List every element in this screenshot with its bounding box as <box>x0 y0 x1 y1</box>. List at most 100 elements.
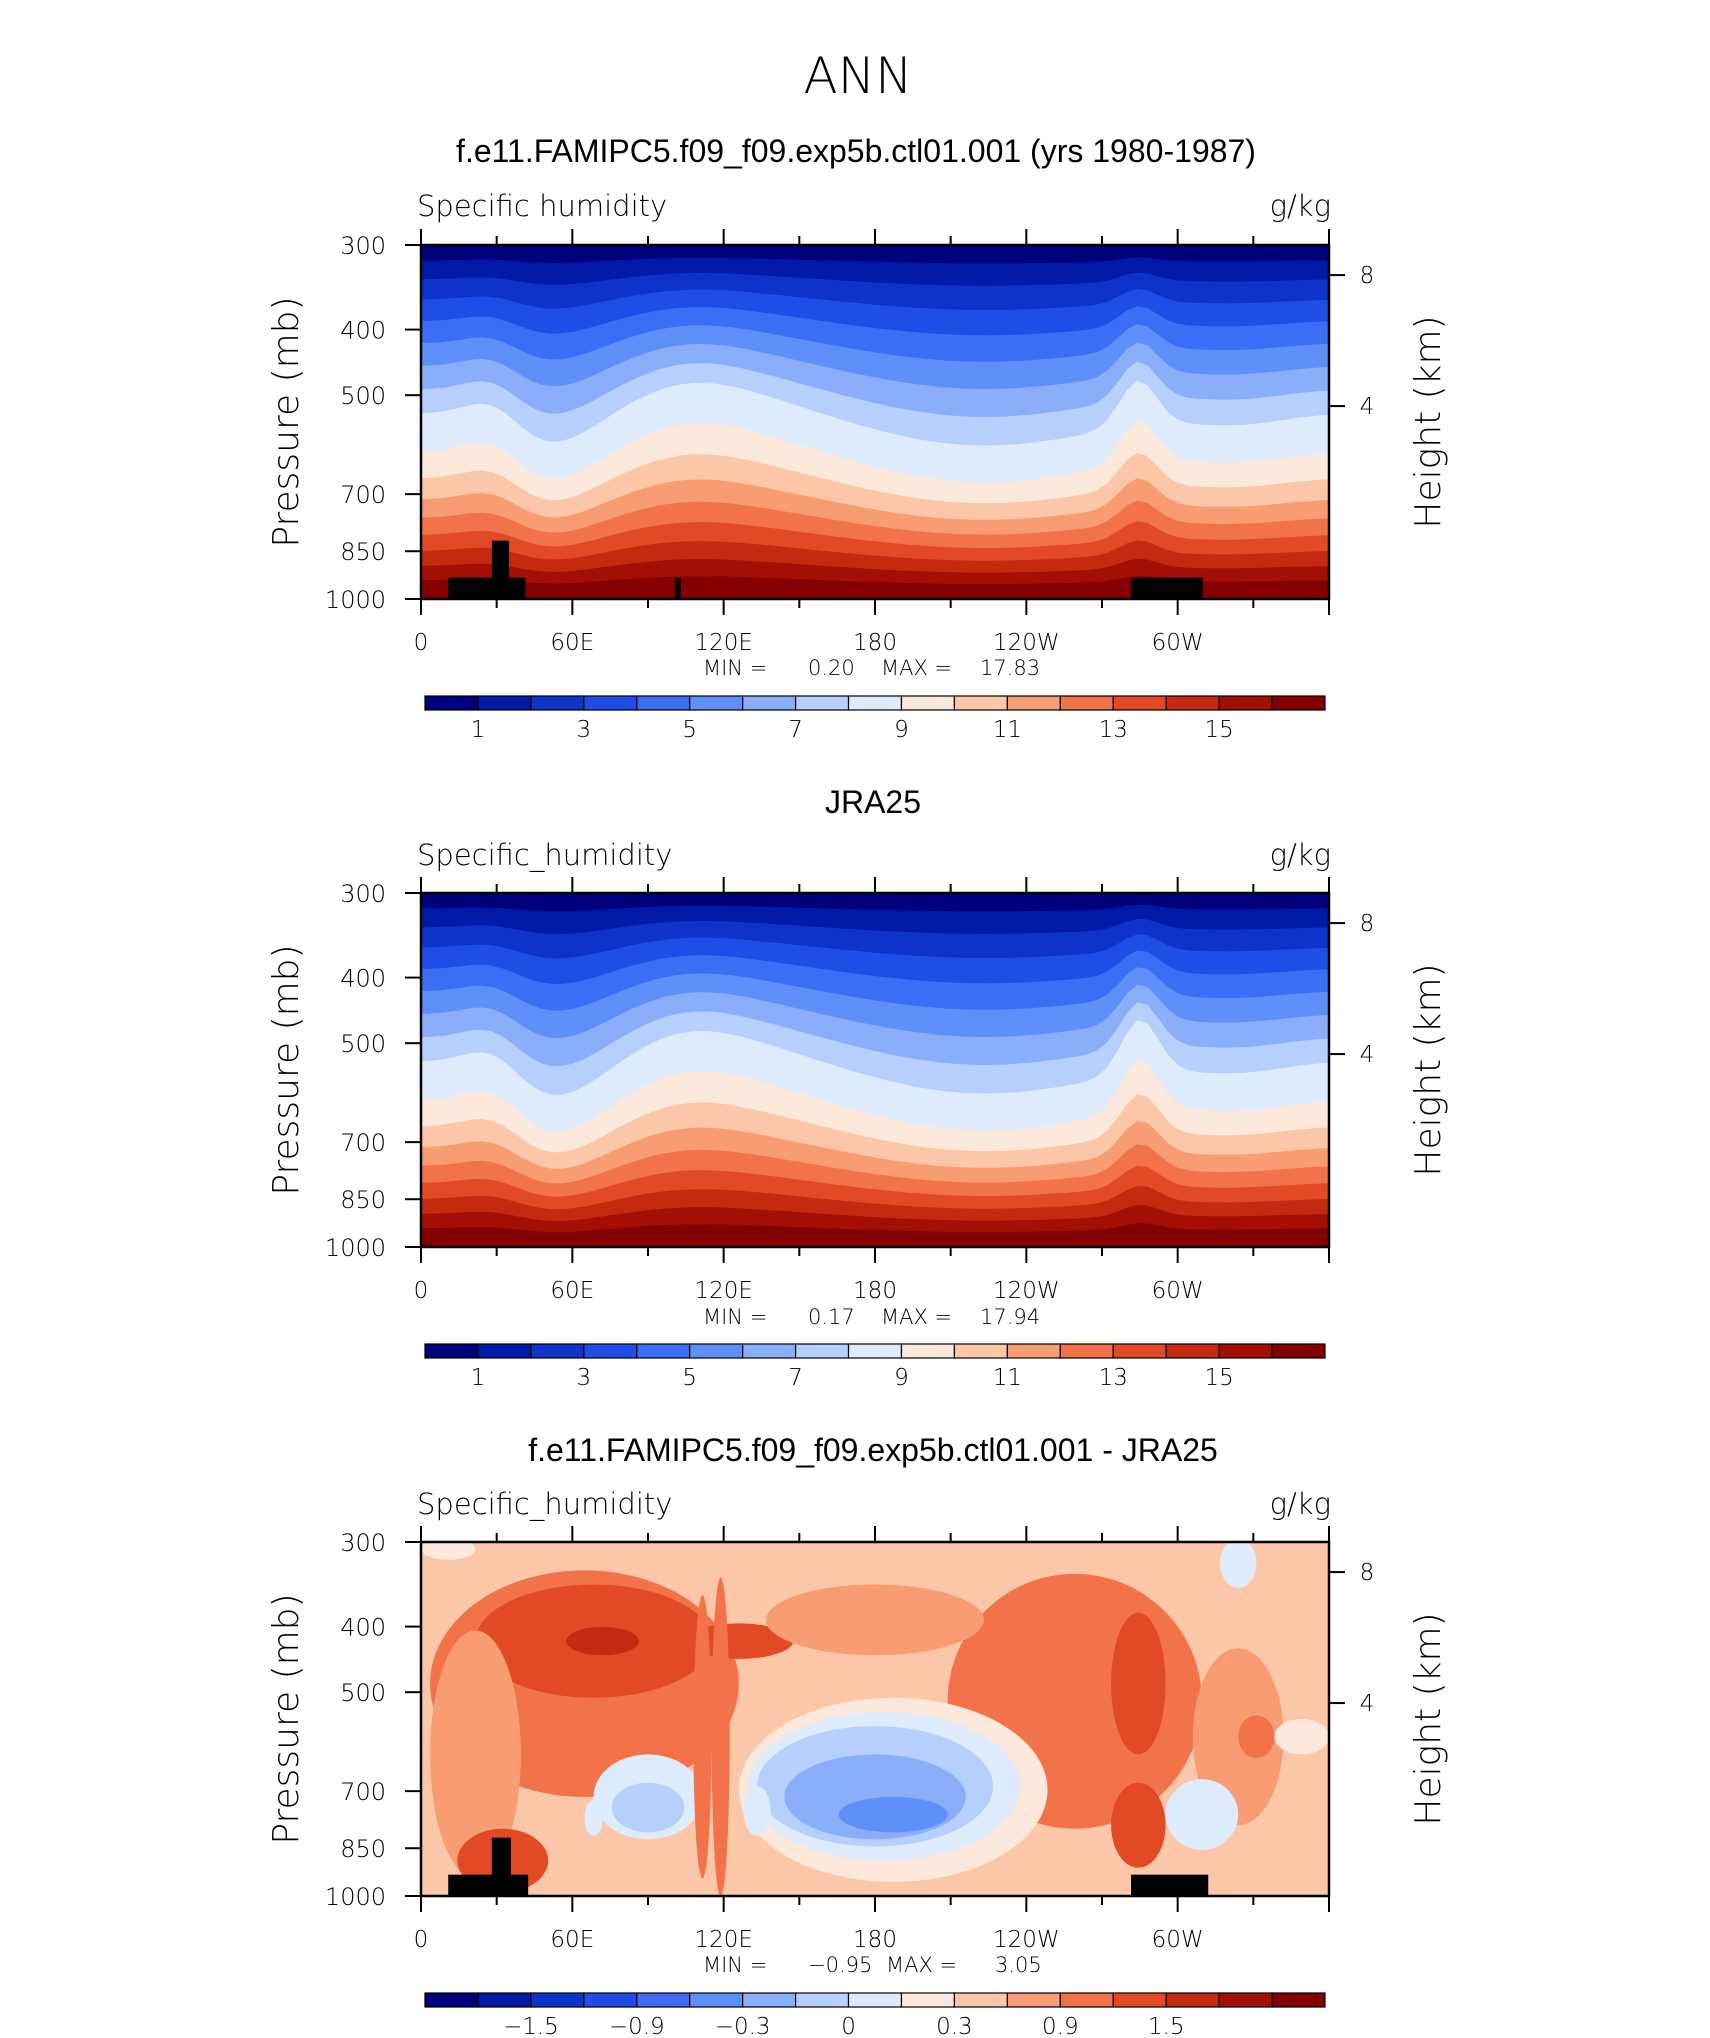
contour-band <box>684 1623 794 1659</box>
panel-2: JRA25 Specific_humidity g/kg 0 60E 120E 180… <box>266 784 1449 1391</box>
panel-3-max-value: 3.05 <box>995 1953 1042 1977</box>
panel-1-max-value: 17.83 <box>980 656 1040 680</box>
y2-tick-label: 4 <box>1360 1042 1375 1068</box>
colorbar-box <box>900 1343 956 1359</box>
colorbar-box <box>530 1992 585 2008</box>
panel-1-y2label: Height (km) <box>1408 315 1449 528</box>
colorbar-box <box>1059 695 1114 711</box>
colorbar-tick-label: 1.5 <box>1148 2014 1185 2038</box>
colorbar-tick-label: 13 <box>1099 717 1128 743</box>
panel-3-topography <box>448 1837 1209 1896</box>
contour-band <box>1165 1779 1239 1850</box>
colorbar-tick-label: 7 <box>788 717 803 743</box>
colorbar-tick-label: −0.9 <box>609 2014 665 2038</box>
y2-tick-label: 8 <box>1360 911 1375 937</box>
y-tick-label: 300 <box>340 880 386 908</box>
panel-2-min-label: MIN = <box>703 1305 767 1329</box>
colorbar-tick-label: 3 <box>577 717 592 743</box>
colorbar-box <box>742 1343 797 1359</box>
colorbar-tick-label: 15 <box>1204 1365 1233 1391</box>
x-tick-label: 0 <box>414 630 429 656</box>
panel-3-plot-area <box>421 1542 1329 1896</box>
panel-1: f.e11.FAMIPC5.f09_f09.exp5b.ctl01.001 (y… <box>266 133 1449 743</box>
panel-2-axes: 0 60E 120E 180 120W 60W 300 400 500 700 850 1000 8 4 <box>325 877 1374 1304</box>
panel-1-topography <box>448 540 1203 599</box>
colorbar-tick-label: 11 <box>993 717 1022 743</box>
topography-mask <box>1131 1874 1209 1896</box>
x-tick-label: 60E <box>550 1278 594 1304</box>
x-tick-label: 60W <box>1152 630 1204 656</box>
contour-band <box>430 1630 521 1879</box>
panel-3-min-value: −0.95 <box>808 1953 872 1977</box>
colorbar-tick-label: 9 <box>894 717 909 743</box>
x-tick-label: 120W <box>993 1278 1060 1304</box>
x-tick-label: 60E <box>550 1927 594 1953</box>
colorbar-box <box>900 1992 956 2008</box>
colorbar-box <box>636 695 691 711</box>
colorbar-tick-label: 1 <box>471 1365 486 1391</box>
contour-band <box>584 1800 603 1836</box>
panel-2-max-value: 17.94 <box>980 1305 1040 1329</box>
panel-1-title: f.e11.FAMIPC5.f09_f09.exp5b.ctl01.001 (y… <box>456 133 1256 169</box>
panel-2-max-label: MAX = <box>881 1305 952 1329</box>
colorbar-tick-label: −0.3 <box>715 2014 771 2038</box>
panel-2-min-value: 0.17 <box>808 1305 855 1329</box>
y2-tick-label: 8 <box>1360 263 1375 289</box>
colorbar-box <box>1112 1992 1167 2008</box>
y-tick-label: 500 <box>340 382 386 410</box>
panel-1-contour-fill <box>421 245 1329 599</box>
panel-1-colorbar: 1 3 5 7 9 11 13 15 <box>424 695 1326 743</box>
contour-band <box>566 1626 639 1656</box>
colorbar-box <box>742 1992 797 2008</box>
colorbar-box <box>794 1343 850 1359</box>
colorbar-box <box>1165 1992 1220 2008</box>
colorbar-tick-label: −1.5 <box>503 2014 559 2038</box>
y2-tick-label: 4 <box>1360 394 1375 420</box>
colorbar-tick-label: 5 <box>682 1365 697 1391</box>
colorbar-box <box>847 1992 903 2008</box>
y-tick-label: 700 <box>340 1778 386 1806</box>
panel-1-plot-area <box>421 245 1329 599</box>
colorbar-box <box>583 695 638 711</box>
contour-band <box>711 1577 730 1896</box>
colorbar-box <box>900 695 956 711</box>
colorbar-box <box>636 1343 691 1359</box>
colorbar-tick-label: 0 <box>841 2014 856 2038</box>
colorbar-box <box>953 695 1008 711</box>
y-tick-label: 300 <box>340 232 386 260</box>
x-tick-label: 0 <box>414 1927 429 1953</box>
panel-1-max-label: MAX = <box>881 656 952 680</box>
contour-band <box>766 1584 984 1656</box>
y2-tick-label: 8 <box>1360 1560 1375 1586</box>
y-tick-label: 400 <box>340 965 386 993</box>
x-tick-label: 180 <box>853 1278 897 1304</box>
y2-tick-label: 4 <box>1360 1691 1375 1717</box>
colorbar-box <box>742 695 797 711</box>
colorbar-box <box>477 695 532 711</box>
colorbar-box <box>847 695 903 711</box>
panel-2-ylabel: Pressure (mb) <box>266 944 307 1195</box>
colorbar-box <box>794 1992 850 2008</box>
contour-band <box>743 1786 771 1836</box>
panel-3-colorbar: −1.5 −0.9 −0.3 0 0.3 0.9 1.5 <box>424 1992 1326 2038</box>
x-tick-label: 120W <box>993 630 1060 656</box>
colorbar-tick-label: 1 <box>471 717 486 743</box>
panel-3-variable: Specific_humidity <box>417 1487 672 1522</box>
y-tick-label: 1000 <box>325 586 386 614</box>
panel-3-ylabel: Pressure (mb) <box>266 1593 307 1844</box>
colorbar-box <box>1218 1992 1273 2008</box>
x-tick-label: 120W <box>993 1927 1060 1953</box>
colorbar-tick-label: 0.9 <box>1042 2014 1079 2038</box>
colorbar-box <box>689 1992 744 2008</box>
colorbar-box <box>1218 695 1273 711</box>
topography-mask <box>448 1874 529 1896</box>
contour-band <box>838 1796 948 1833</box>
colorbar-box <box>1271 1992 1326 2008</box>
panel-1-min-value: 0.20 <box>808 656 855 680</box>
colorbar-box <box>689 695 744 711</box>
colorbar-box <box>424 695 479 711</box>
x-tick-label: 120E <box>694 1278 752 1304</box>
x-tick-label: 60E <box>550 630 594 656</box>
colorbar-box <box>1006 695 1061 711</box>
contour-band <box>421 893 1329 912</box>
